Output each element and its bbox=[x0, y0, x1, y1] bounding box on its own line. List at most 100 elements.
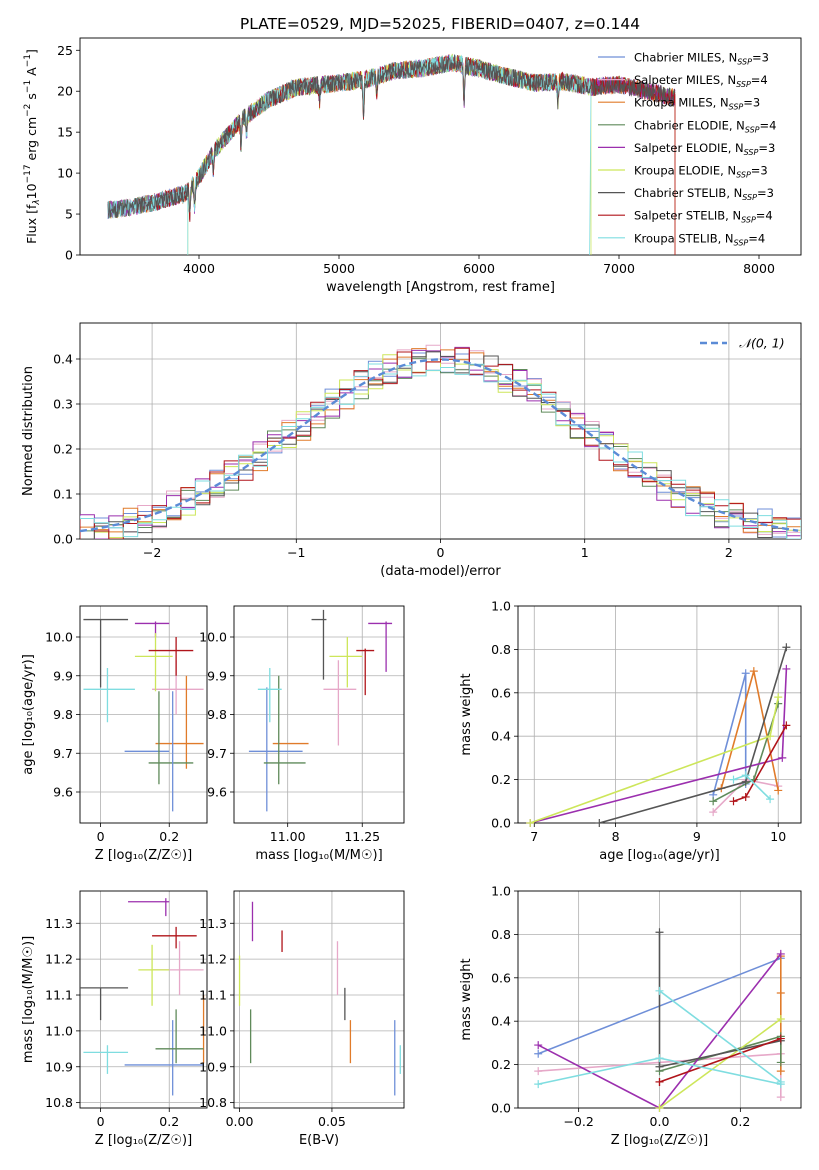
x-tick-label: 0 bbox=[97, 1114, 105, 1129]
weight-point-marker bbox=[776, 1093, 785, 1102]
legend-label-name: Kroupa STELIB, N bbox=[634, 231, 734, 245]
axes-frame bbox=[79, 322, 802, 540]
weight-point-marker bbox=[776, 1058, 785, 1067]
y-tick-label: 0.0 bbox=[491, 1101, 511, 1116]
age-vs-Z-panel: 0 0.2 9.6 9.7 9.8 9.9 10.0 Z [log₁₀(Z/Z☉)] age [… bbox=[21, 605, 208, 863]
y-tick-label: 9.9 bbox=[53, 668, 73, 683]
y-tick-label: 11.1 bbox=[199, 988, 227, 1003]
y-axis-label-part: −1 bbox=[23, 80, 33, 93]
x-tick-label: 0 bbox=[437, 545, 445, 560]
legend-label-value: =4 bbox=[756, 209, 773, 223]
x-tick-label: 0.00 bbox=[226, 1114, 254, 1129]
x-tick-label: 0.2 bbox=[159, 1114, 179, 1129]
legend-label-value: =4 bbox=[751, 73, 768, 87]
y-axis-label-part: ] bbox=[24, 49, 39, 54]
y-tick-label: 0.2 bbox=[491, 1057, 511, 1072]
x-axis-label: Z [log₁₀(Z/Z☉)] bbox=[95, 1133, 192, 1148]
y-tick-label: 0.3 bbox=[53, 397, 73, 412]
y-tick-label: 11.3 bbox=[199, 916, 227, 931]
legend-label-name: Salpeter MILES, N bbox=[634, 73, 736, 87]
x-tick-label: 1 bbox=[581, 545, 589, 560]
y-tick-label: 9.6 bbox=[53, 785, 73, 800]
axes-frame bbox=[79, 605, 208, 824]
legend-label: Chabrier STELIB, NSSP=3 bbox=[634, 186, 774, 202]
legend-label-value: =3 bbox=[751, 164, 768, 178]
x-tick-label: 7000 bbox=[603, 261, 635, 276]
weight-point-marker bbox=[782, 643, 791, 652]
y-tick-label: 9.7 bbox=[207, 746, 227, 761]
y-axis-label-part: 10 bbox=[24, 183, 39, 199]
x-axis-label: age [log₁₀(age/yr)] bbox=[599, 848, 720, 863]
y-axis-label: mass [log₁₀(M/M☉)] bbox=[21, 936, 36, 1063]
y-tick-label: 10.8 bbox=[45, 1095, 73, 1110]
legend-label-name: Salpeter ELODIE, N bbox=[634, 141, 744, 155]
legend-label-sub: SSP bbox=[744, 148, 759, 157]
legend-label-value: =4 bbox=[760, 118, 777, 132]
x-axis-label: Z [log₁₀(Z/Z☉)] bbox=[95, 848, 192, 863]
x-tick-label: 11.25 bbox=[344, 829, 380, 844]
spectrum-panel: 4000 5000 6000 7000 8000 0 5 10 15 20 25 wavelength… bbox=[23, 37, 802, 295]
y-tick-label: 0.4 bbox=[53, 352, 73, 367]
y-tick-label: 9.9 bbox=[207, 668, 227, 683]
y-tick-label: 0.2 bbox=[53, 442, 73, 457]
y-tick-label: 0.4 bbox=[491, 729, 511, 744]
weight-point-marker bbox=[655, 986, 664, 995]
residuals-panel: −2 −1 0 1 2 0.0 0.1 0.2 0.3 0.4 (data-model)/error… bbox=[21, 322, 802, 579]
y-tick-label: 9.8 bbox=[207, 707, 227, 722]
y-axis-label-part: −2 bbox=[23, 104, 33, 117]
y-tick-label: 0.0 bbox=[491, 816, 511, 831]
y-tick-label: 5 bbox=[65, 207, 73, 222]
mass-vs-Z-panel: 0 0.2 10.8 10.9 11.0 11.1 11.2 11.3 Z [log₁₀(Z/Z… bbox=[21, 890, 208, 1148]
legend-label-value: =4 bbox=[748, 231, 765, 245]
y-tick-label: 11.2 bbox=[199, 952, 227, 967]
legend-label-sub: SSP bbox=[741, 216, 756, 225]
y-tick-label: 11.0 bbox=[199, 1023, 227, 1038]
legend-label: 𝒩(0, 1) bbox=[739, 336, 785, 351]
y-tick-label: 1.0 bbox=[491, 884, 511, 899]
weight-point-marker bbox=[774, 693, 783, 702]
legend-label-value: =3 bbox=[752, 51, 769, 65]
weight-point-marker bbox=[595, 819, 604, 827]
weight-point-marker bbox=[774, 786, 783, 795]
weight-series-7 bbox=[599, 646, 788, 823]
legend-label: Salpeter ELODIE, NSSP=3 bbox=[634, 141, 775, 157]
legend-label-name: Salpeter STELIB, N bbox=[634, 209, 741, 223]
weight-point-marker bbox=[741, 669, 750, 678]
y-tick-label: 0.6 bbox=[491, 685, 511, 700]
y-tick-label: 9.8 bbox=[53, 707, 73, 722]
x-tick-label: 0.0 bbox=[650, 1114, 670, 1129]
legend-label-sub: SSP bbox=[737, 58, 752, 67]
mass-weight-vs-age-panel: 7 8 9 10 0.0 0.2 0.4 0.6 0.8 1.0 age [log₁₀(age/yr… bbox=[459, 599, 802, 863]
legend-label-value: =3 bbox=[743, 96, 760, 110]
y-axis-label-part: −1 bbox=[23, 54, 33, 67]
x-tick-label: 7 bbox=[530, 829, 538, 844]
y-axis-label-part: A bbox=[24, 67, 39, 80]
figure-title: PLATE=0529, MJD=52025, FIBERID=0407, z=0… bbox=[240, 15, 640, 33]
weight-point-marker bbox=[782, 721, 791, 730]
x-tick-label: −0.2 bbox=[563, 1114, 593, 1129]
x-axis-label: E(B-V) bbox=[299, 1133, 339, 1148]
legend-label: Salpeter STELIB, NSSP=4 bbox=[634, 209, 773, 225]
y-tick-label: 0.4 bbox=[491, 1014, 511, 1029]
weight-point-marker bbox=[534, 1080, 543, 1089]
y-tick-label: 0 bbox=[65, 248, 73, 263]
legend-label: Salpeter MILES, NSSP=4 bbox=[634, 73, 768, 89]
y-axis-label: mass weight bbox=[459, 673, 474, 755]
x-axis-label: Z [log₁₀(Z/Z☉)] bbox=[611, 1133, 708, 1148]
x-axis-label: mass [log₁₀(M/M☉)] bbox=[255, 848, 382, 863]
y-tick-label: 0.6 bbox=[491, 970, 511, 985]
y-tick-label: 10 bbox=[57, 166, 73, 181]
y-tick-label: 0.8 bbox=[491, 927, 511, 942]
y-axis-label-part: −17 bbox=[23, 164, 33, 183]
legend-label-value: =3 bbox=[757, 186, 774, 200]
y-tick-label: 0.2 bbox=[491, 772, 511, 787]
x-tick-label: 0.2 bbox=[730, 1114, 750, 1129]
weight-series-6 bbox=[659, 1018, 782, 1108]
weight-point-marker bbox=[655, 1077, 664, 1086]
weight-point-marker bbox=[534, 1067, 543, 1076]
y-tick-label: 20 bbox=[57, 84, 73, 99]
weight-point-marker bbox=[776, 1015, 785, 1024]
y-tick-label: 9.6 bbox=[207, 785, 227, 800]
weight-point-marker bbox=[782, 664, 791, 673]
